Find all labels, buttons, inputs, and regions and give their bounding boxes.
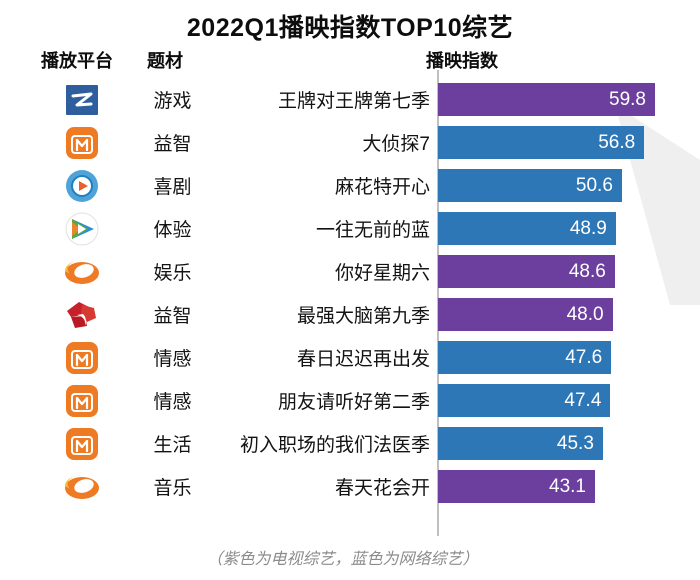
show-name-label: 春日迟迟再出发 (296, 349, 430, 370)
hunan-tv-icon (58, 253, 106, 291)
bar-track: 48.6 (438, 250, 700, 293)
show-name-label: 初入职场的我们法医季 (239, 435, 430, 456)
table-row: 情感 春日迟迟再出发 47.6 (0, 336, 700, 379)
bar[interactable]: 47.6 (438, 341, 612, 374)
table-row: 益智 最强大脑第九季 48.0 (0, 293, 700, 336)
bar-value-label: 50.6 (575, 174, 613, 196)
bar-value-label: 48.6 (568, 260, 606, 282)
genre-label: 情感 (153, 349, 192, 370)
bar-track: 48.9 (438, 207, 700, 250)
bar[interactable]: 48.9 (438, 212, 616, 245)
show-name-label: 大侦探7 (362, 134, 430, 155)
genre-label: 益智 (153, 134, 192, 155)
table-row: 娱乐 你好星期六 48.6 (0, 250, 700, 293)
genre-label: 生活 (153, 435, 192, 456)
show-name-label: 春天花会开 (334, 478, 430, 499)
chart-rows: 游戏 王牌对王牌第七季 59.8 益智 大侦探7 56.8 喜剧 麻花特开心 50.6 体验 一往无… (0, 78, 700, 508)
table-row: 生活 初入职场的我们法医季 45.3 (0, 422, 700, 465)
genre-label: 喜剧 (153, 177, 192, 198)
bar-track: 50.6 (438, 164, 700, 207)
table-row: 喜剧 麻花特开心 50.6 (0, 164, 700, 207)
bar-value-label: 47.4 (564, 389, 602, 411)
column-headers: 播放平台 题材 播映指数 (0, 47, 700, 73)
chart-footnote: （紫色为电视综艺，蓝色为网络综艺） (206, 551, 479, 568)
mangotv-app-icon (58, 425, 106, 463)
bar[interactable]: 50.6 (438, 169, 622, 202)
table-row: 益智 大侦探7 56.8 (0, 121, 700, 164)
bar-value-label: 47.6 (565, 346, 603, 368)
mangotv-app-icon (58, 339, 106, 377)
bar-value-label: 43.1 (549, 475, 586, 497)
table-row: 音乐 春天花会开 43.1 (0, 465, 700, 508)
mangotv-app-icon (58, 124, 106, 162)
bar-value-label: 45.3 (556, 432, 594, 454)
genre-label: 娱乐 (153, 263, 192, 284)
table-row: 体验 一往无前的蓝 48.9 (0, 207, 700, 250)
genre-label: 游戏 (153, 91, 192, 112)
jiangsu-tv-icon (58, 296, 106, 334)
hunan-tv-icon (58, 468, 106, 506)
header-genre: 题材 (147, 51, 183, 71)
show-name-label: 你好星期六 (334, 263, 430, 284)
table-row: 情感 朋友请听好第二季 47.4 (0, 379, 700, 422)
bar[interactable]: 48.0 (438, 298, 613, 331)
show-name-label: 王牌对王牌第七季 (277, 91, 430, 112)
bar[interactable]: 48.6 (438, 255, 615, 288)
bar-value-label: 56.8 (598, 131, 636, 153)
value-axis-line (437, 70, 439, 536)
bar-value-label: 48.0 (566, 303, 604, 325)
table-row: 游戏 王牌对王牌第七季 59.8 (0, 78, 700, 121)
bar-track: 43.1 (438, 465, 700, 508)
genre-label: 益智 (153, 306, 192, 327)
tencent-video-icon (58, 167, 106, 205)
youku-icon (58, 210, 106, 248)
bar[interactable]: 56.8 (438, 126, 645, 159)
bar[interactable]: 43.1 (438, 470, 595, 503)
bar-track: 47.6 (438, 336, 700, 379)
show-name-label: 最强大脑第九季 (296, 306, 430, 327)
header-index: 播映指数 (426, 51, 498, 71)
genre-label: 情感 (153, 392, 192, 413)
bar-track: 56.8 (438, 121, 700, 164)
bar[interactable]: 59.8 (438, 83, 655, 116)
mangotv-app-icon (58, 382, 106, 420)
show-name-label: 一往无前的蓝 (315, 220, 430, 241)
show-name-label: 麻花特开心 (334, 177, 430, 198)
bar-value-label: 59.8 (609, 88, 646, 110)
show-name-label: 朋友请听好第二季 (277, 392, 430, 413)
bar-track: 45.3 (438, 422, 700, 465)
genre-label: 体验 (153, 220, 192, 241)
bar-track: 59.8 (438, 78, 700, 121)
bar-value-label: 48.9 (569, 217, 607, 239)
bar-track: 47.4 (438, 379, 700, 422)
page-title: 2022Q1播映指数TOP10综艺 (186, 14, 514, 42)
zhejiang-tv-icon (58, 81, 106, 119)
header-platform: 播放平台 (41, 51, 113, 71)
bar-track: 48.0 (438, 293, 700, 336)
genre-label: 音乐 (153, 478, 192, 499)
bar[interactable]: 45.3 (438, 427, 603, 460)
bar[interactable]: 47.4 (438, 384, 611, 417)
